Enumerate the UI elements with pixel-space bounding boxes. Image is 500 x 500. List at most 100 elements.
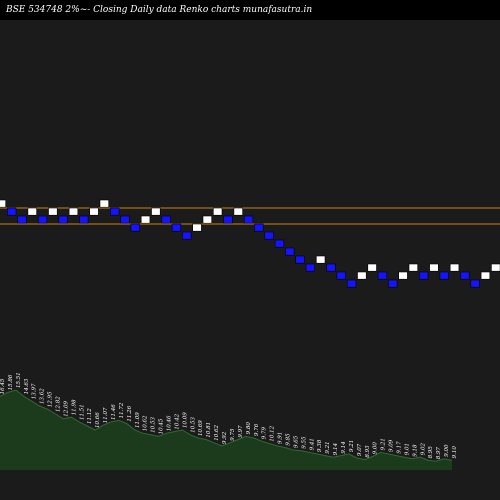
volume-label: 9.41 — [309, 438, 315, 450]
down-brick — [7, 207, 17, 216]
down-brick — [305, 263, 315, 272]
volume-label: 9.80 — [246, 422, 252, 435]
up-brick — [192, 223, 202, 232]
down-brick — [58, 215, 68, 224]
volume-label: 10.53 — [151, 417, 157, 433]
volume-label: 11.98 — [71, 399, 77, 415]
volume-label: 10.81 — [206, 422, 212, 438]
up-brick — [48, 207, 58, 216]
down-brick — [171, 223, 182, 232]
down-brick — [254, 223, 264, 232]
volume-label: 15.51 — [16, 372, 22, 388]
up-brick — [491, 263, 500, 272]
volume-label: 9.09 — [389, 439, 395, 452]
volume-label: 9.14 — [333, 442, 339, 455]
volume-fill — [0, 390, 452, 470]
volume-label: 9.79 — [262, 426, 268, 439]
volume-label: 12.82 — [56, 396, 62, 412]
up-brick — [480, 271, 491, 280]
volume-label: 9.65 — [293, 435, 299, 448]
up-brick — [449, 263, 460, 272]
volume-label: 10.69 — [198, 420, 204, 436]
volume-label: 9.91 — [278, 432, 284, 444]
up-brick — [0, 199, 6, 208]
down-brick — [460, 271, 470, 280]
chart-panel — [0, 20, 500, 500]
volume-label: 9.55 — [301, 436, 307, 449]
volume-label: 10.46 — [167, 415, 173, 431]
volume-label: 9.38 — [317, 439, 323, 452]
down-brick — [346, 279, 357, 288]
down-brick — [264, 231, 274, 240]
up-brick — [89, 207, 99, 216]
volume-label: 9.17 — [397, 441, 403, 454]
volume-label: 10.62 — [143, 415, 149, 431]
volume-label: 9.14 — [341, 441, 347, 454]
volume-label: 10.45 — [159, 418, 165, 434]
level-lines — [0, 207, 500, 225]
volume-label: 10.12 — [270, 425, 276, 441]
up-brick — [213, 207, 223, 216]
up-brick — [140, 215, 151, 224]
volume-label: 9.75 — [230, 428, 236, 441]
down-brick — [336, 271, 346, 280]
volume-label: 9.01 — [404, 443, 410, 455]
volume-label: 11.72 — [119, 402, 125, 418]
volume-label: 10.42 — [175, 413, 181, 429]
volume-label: 8.93 — [365, 445, 371, 458]
up-brick — [367, 263, 377, 272]
up-brick — [408, 263, 418, 272]
volume-label: 16.45 — [0, 378, 6, 394]
up-brick — [315, 255, 326, 264]
volume-label: 9.10 — [452, 446, 458, 459]
down-brick — [130, 223, 140, 232]
volume-labels: 16.45 15.86 15.51 14.63 13.97 13.62 12.95 12.82… — [0, 372, 458, 459]
volume-label: 11.12 — [87, 408, 93, 424]
volume-label: 10.53 — [190, 417, 196, 433]
down-brick — [243, 215, 254, 224]
volume-label: 9.85 — [286, 433, 292, 446]
volume-label: 9.21 — [349, 440, 355, 452]
down-brick — [37, 215, 48, 224]
volume-label: 10.66 — [95, 412, 101, 428]
volume-label: 9.21 — [325, 441, 331, 453]
volume-label: 12.09 — [63, 401, 69, 417]
down-brick — [326, 263, 336, 272]
up-brick — [27, 207, 37, 216]
up-brick — [398, 271, 408, 280]
down-brick — [470, 279, 480, 288]
volume-label: 10.09 — [182, 412, 188, 428]
down-brick — [285, 247, 295, 256]
up-brick — [233, 207, 243, 216]
volume-label: 9.21 — [381, 438, 387, 450]
down-brick — [418, 271, 429, 280]
volume-label: 13.62 — [40, 388, 46, 404]
volume-label: 9.02 — [420, 442, 426, 455]
down-brick — [161, 215, 171, 224]
volume-label: 8.95 — [428, 446, 434, 459]
volume-label: 9.07 — [357, 443, 363, 456]
volume-label: 10.62 — [214, 425, 220, 441]
volume-label: 9.00 — [444, 444, 450, 457]
volume-label: 15.86 — [8, 374, 14, 390]
volume-label: 9.18 — [412, 444, 418, 457]
volume-label: 13.97 — [32, 383, 38, 399]
down-brick — [377, 271, 388, 280]
up-brick — [429, 263, 439, 272]
volume-label: 9.76 — [254, 423, 260, 436]
volume-line — [0, 389, 453, 462]
volume-label: 9.97 — [238, 425, 244, 438]
volume-label: 11.51 — [79, 404, 85, 420]
down-brick — [110, 207, 120, 216]
down-brick — [439, 271, 449, 280]
volume-label: 11.46 — [111, 404, 117, 420]
up-brick — [68, 207, 79, 216]
down-brick — [295, 255, 305, 264]
volume-label: 9.00 — [373, 442, 379, 455]
volume-label: 8.97 — [436, 446, 442, 459]
up-brick — [99, 199, 109, 208]
down-brick — [79, 215, 89, 224]
up-brick — [151, 207, 161, 216]
down-brick — [120, 215, 130, 224]
